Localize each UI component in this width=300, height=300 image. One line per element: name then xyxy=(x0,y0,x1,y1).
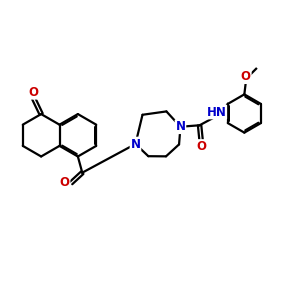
Text: O: O xyxy=(60,176,70,190)
Text: HN: HN xyxy=(206,106,226,118)
Text: O: O xyxy=(241,70,251,83)
Text: N: N xyxy=(176,120,185,133)
Text: O: O xyxy=(28,86,38,99)
Text: N: N xyxy=(130,137,140,151)
Text: O: O xyxy=(196,140,206,153)
